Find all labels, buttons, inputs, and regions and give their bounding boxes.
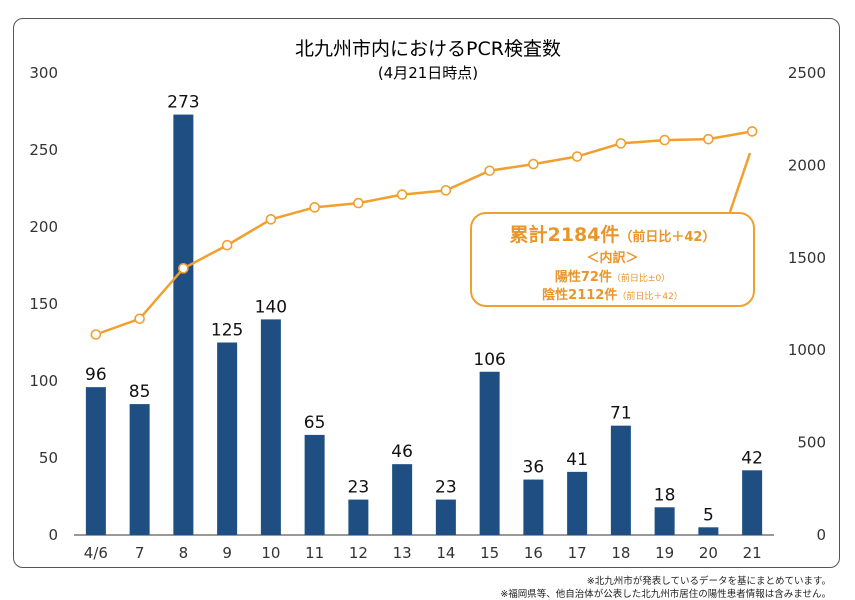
x-axis-tick-label: 10: [261, 544, 280, 562]
x-axis-tick-label: 17: [568, 544, 587, 562]
footnote-2: ※福岡県等、他自治体が公表した北九州市居住の陽性患者情報は含みません。: [500, 589, 831, 600]
bar: [304, 434, 325, 535]
callout-total-diff: （前日比＋42）: [619, 230, 716, 245]
line-point: [134, 313, 145, 325]
bar: [173, 114, 194, 535]
x-axis-tick-label: 21: [743, 544, 762, 562]
callout-pointer: [728, 152, 752, 213]
bar-labels: 96 85 273 125 140 65 23 46 23 106 36 41 71 18 5 42: [85, 93, 763, 526]
line-point: [659, 134, 670, 146]
bar-value-label: 46: [391, 442, 413, 462]
bar-value-label: 273: [167, 93, 199, 113]
line-point: [440, 185, 452, 196]
line-point: [703, 133, 714, 145]
x-axis-tick-label: 18: [611, 544, 630, 562]
left-axis-tick-label: 0: [48, 526, 58, 544]
bar-value-label: 23: [348, 478, 370, 498]
x-axis-tick-label: 14: [436, 544, 455, 562]
x-axis-tick-label: 12: [349, 544, 368, 562]
callout-breakdown: ＜内訳＞: [586, 251, 639, 266]
x-axis-tick-label: 9: [222, 544, 232, 562]
callout-negative-diff: （前日比＋42）: [617, 292, 683, 302]
bar: [742, 470, 763, 535]
x-axis-tick-label: 20: [699, 544, 718, 562]
bar-value-label: 42: [741, 448, 763, 468]
chart-subtitle: (4月21日時点): [378, 64, 478, 82]
bar: [698, 527, 719, 535]
line-point: [265, 214, 277, 225]
callout-total: 累計2184件: [509, 224, 620, 246]
bar: [217, 342, 238, 535]
bars: [85, 114, 763, 535]
bar: [435, 499, 456, 535]
cumulative-line: [95, 130, 753, 336]
bar-value-label: 41: [566, 450, 588, 470]
x-axis-tick-label: 16: [524, 544, 543, 562]
chart-frame: [13, 18, 840, 568]
right-axis-tick-label: 1500: [788, 249, 826, 267]
line-point: [615, 138, 627, 149]
line-series: [90, 126, 758, 340]
right-axis-tick-label: 500: [797, 434, 826, 452]
x-axis-tick-label: 19: [655, 544, 674, 562]
line-point: [221, 239, 233, 251]
bar-value-label: 125: [211, 321, 243, 341]
line-point: [528, 158, 539, 170]
bar-value-label: 96: [85, 365, 107, 385]
line-point: [571, 151, 583, 162]
axes: 0 50 100 150 200 250 300 0 500 1000 1500 2000 2500 4/…: [29, 64, 826, 562]
line-point: [484, 165, 495, 177]
bar-value-label: 85: [129, 382, 151, 402]
right-axis-tick-label: 2500: [788, 64, 826, 82]
bar-value-label: 18: [654, 485, 676, 505]
left-axis-tick-label: 50: [39, 449, 58, 467]
bar: [567, 471, 588, 535]
footnote-1: ※北九州市が発表しているデータを基にまとめています。: [586, 576, 831, 587]
left-axis-tick-label: 150: [29, 295, 58, 313]
bar-value-label: 106: [473, 350, 505, 370]
right-axis-tick-label: 2000: [788, 156, 826, 174]
cumulative-callout: 累計2184件（前日比＋42） ＜内訳＞ 陽性72件（前日比±0） 陰性2112…: [470, 212, 755, 307]
callout-positive-diff: （前日比±0）: [611, 274, 671, 284]
left-axis-tick-label: 300: [29, 64, 58, 82]
bar-value-label: 140: [255, 297, 287, 317]
left-axis-tick-label: 250: [29, 141, 58, 159]
line-point: [90, 329, 102, 340]
callout-negative: 陰性2112件: [542, 288, 618, 303]
left-axis-tick-label: 100: [29, 372, 58, 390]
bar-value-label: 71: [610, 404, 632, 424]
bar: [610, 425, 631, 535]
x-axis-tick-label: 11: [305, 544, 324, 562]
line-point: [178, 263, 189, 274]
x-axis-tick-label: 8: [179, 544, 189, 562]
left-axis-tick-label: 200: [29, 218, 58, 236]
x-axis-tick-label: 4/6: [84, 544, 108, 562]
x-axis-tick-label: 13: [393, 544, 412, 562]
bar: [348, 499, 369, 535]
bar-value-label: 23: [435, 478, 457, 498]
line-point: [353, 197, 364, 209]
chart-title: 北九州市内におけるPCR検査数: [295, 38, 561, 60]
x-axis-tick-label: 15: [480, 544, 499, 562]
right-axis-tick-label: 0: [816, 526, 826, 544]
bar-value-label: 5: [703, 505, 714, 525]
bar: [129, 404, 150, 535]
bar: [260, 319, 281, 535]
right-axis-tick-label: 1000: [788, 341, 826, 359]
bar: [654, 507, 675, 535]
bar-value-label: 36: [523, 458, 545, 478]
bar: [479, 371, 500, 535]
bar: [85, 387, 106, 535]
line-point: [309, 202, 320, 213]
bar: [523, 479, 544, 535]
line-point: [396, 189, 408, 200]
bar: [392, 464, 413, 535]
line-point: [746, 126, 758, 137]
bar-value-label: 65: [304, 413, 326, 433]
x-axis-tick-label: 7: [135, 544, 145, 562]
callout-positive: 陽性72件: [554, 270, 612, 285]
